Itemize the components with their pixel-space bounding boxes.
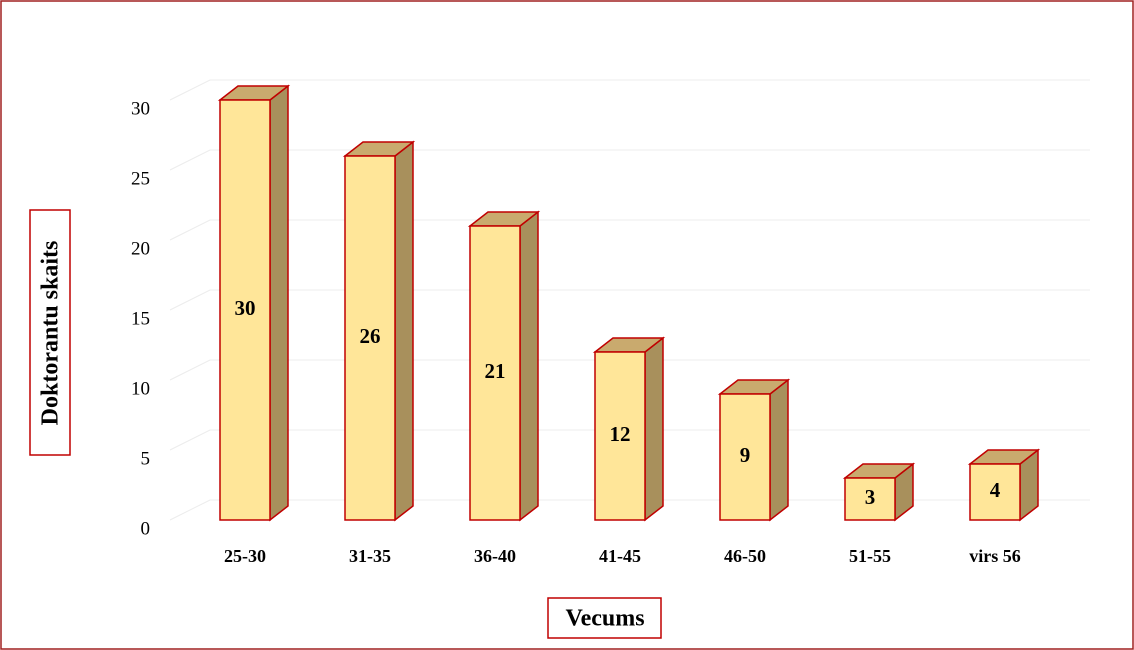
- grid: [169, 79, 1090, 521]
- x-tick-label: 41-45: [599, 546, 641, 566]
- grid-line: [169, 149, 1090, 171]
- y-tick-label: 15: [131, 308, 150, 329]
- y-tick-label: 25: [131, 168, 150, 189]
- bar: [719, 393, 771, 521]
- x-tick-label: 46-50: [724, 546, 766, 566]
- grid-line: [169, 499, 1090, 521]
- bar-side: [519, 210, 539, 522]
- y-tick-label: 10: [131, 378, 150, 399]
- y-tick-label: 5: [141, 448, 151, 469]
- x-tick-label: 25-30: [224, 546, 266, 566]
- bar-side: [644, 336, 664, 522]
- value-label: 4: [990, 478, 1001, 502]
- bar: [344, 155, 396, 521]
- bar: [969, 463, 1021, 521]
- grid-line: [169, 359, 1090, 381]
- y-tick-label: 30: [131, 98, 150, 119]
- x-tick-label: 31-35: [349, 546, 391, 566]
- bar-side: [269, 84, 289, 522]
- y-tick-label: 20: [131, 238, 150, 259]
- value-label: 9: [740, 443, 751, 467]
- x-title-box: [547, 597, 662, 639]
- x-axis-title: Vecums: [565, 606, 644, 632]
- x-tick-label: 36-40: [474, 546, 516, 566]
- bar-side: [769, 378, 789, 522]
- grid-line: [169, 79, 1090, 101]
- bar: [594, 351, 646, 521]
- grid-line: [169, 219, 1090, 241]
- x-tick-label: virs 56: [969, 546, 1021, 566]
- x-tick-label: 51-55: [849, 546, 891, 566]
- y-title-box: [29, 209, 71, 456]
- value-label: 30: [235, 296, 256, 320]
- value-label: 3: [865, 485, 876, 509]
- bar: [219, 99, 271, 521]
- value-label: 26: [360, 324, 381, 348]
- y-axis-title: Doktorantu skaits: [38, 241, 64, 426]
- bar-side: [394, 140, 414, 522]
- y-tick-label: 0: [141, 518, 151, 539]
- grid-line: [169, 429, 1090, 451]
- value-label: 21: [485, 359, 506, 383]
- bar: [469, 225, 521, 521]
- grid-line: [169, 289, 1090, 311]
- bars: 30 26 21 12 9 3 4: [217, 84, 1041, 522]
- value-label: 12: [610, 422, 631, 446]
- bar: [844, 477, 896, 521]
